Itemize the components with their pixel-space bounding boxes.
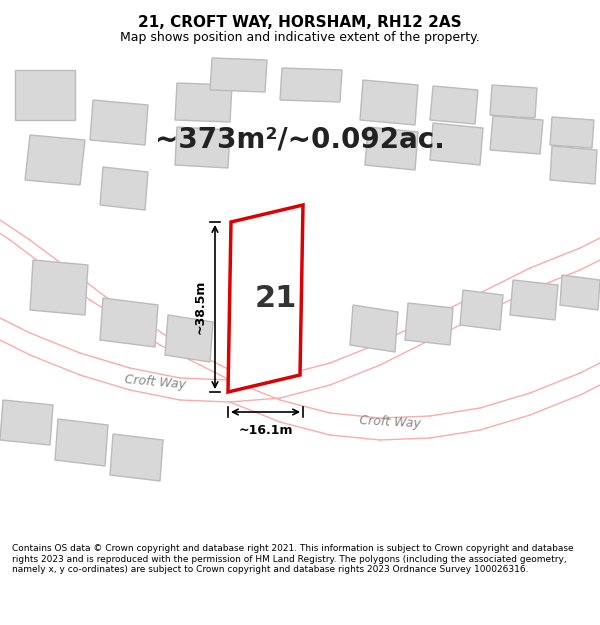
Text: ~38.5m: ~38.5m <box>194 280 207 334</box>
Text: ~373m²/~0.092ac.: ~373m²/~0.092ac. <box>155 126 445 154</box>
Polygon shape <box>175 127 230 168</box>
Polygon shape <box>228 205 303 392</box>
Polygon shape <box>55 419 108 466</box>
Polygon shape <box>560 275 600 310</box>
Text: 21, CROFT WAY, HORSHAM, RH12 2AS: 21, CROFT WAY, HORSHAM, RH12 2AS <box>138 16 462 31</box>
Text: Croft Way: Croft Way <box>359 414 421 430</box>
Polygon shape <box>210 58 267 92</box>
Polygon shape <box>100 298 158 347</box>
Polygon shape <box>30 260 88 315</box>
Polygon shape <box>15 70 75 120</box>
Polygon shape <box>100 167 148 210</box>
Polygon shape <box>90 100 148 145</box>
Polygon shape <box>460 290 503 330</box>
Text: 21: 21 <box>254 284 296 313</box>
Text: ~16.1m: ~16.1m <box>238 424 293 437</box>
Text: Contains OS data © Crown copyright and database right 2021. This information is : Contains OS data © Crown copyright and d… <box>12 544 574 574</box>
Polygon shape <box>430 86 478 124</box>
Polygon shape <box>280 68 342 102</box>
Polygon shape <box>360 80 418 125</box>
Text: Croft Way: Croft Way <box>124 373 186 391</box>
Polygon shape <box>165 315 213 362</box>
Polygon shape <box>0 400 53 445</box>
Text: Map shows position and indicative extent of the property.: Map shows position and indicative extent… <box>120 31 480 44</box>
Polygon shape <box>550 146 597 184</box>
Polygon shape <box>490 116 543 154</box>
Polygon shape <box>25 135 85 185</box>
Polygon shape <box>430 123 483 165</box>
Polygon shape <box>110 434 163 481</box>
Polygon shape <box>175 83 232 122</box>
Polygon shape <box>490 85 537 118</box>
Polygon shape <box>350 305 398 352</box>
Polygon shape <box>550 117 594 148</box>
Polygon shape <box>365 127 418 170</box>
Polygon shape <box>405 303 453 345</box>
Polygon shape <box>510 280 558 320</box>
